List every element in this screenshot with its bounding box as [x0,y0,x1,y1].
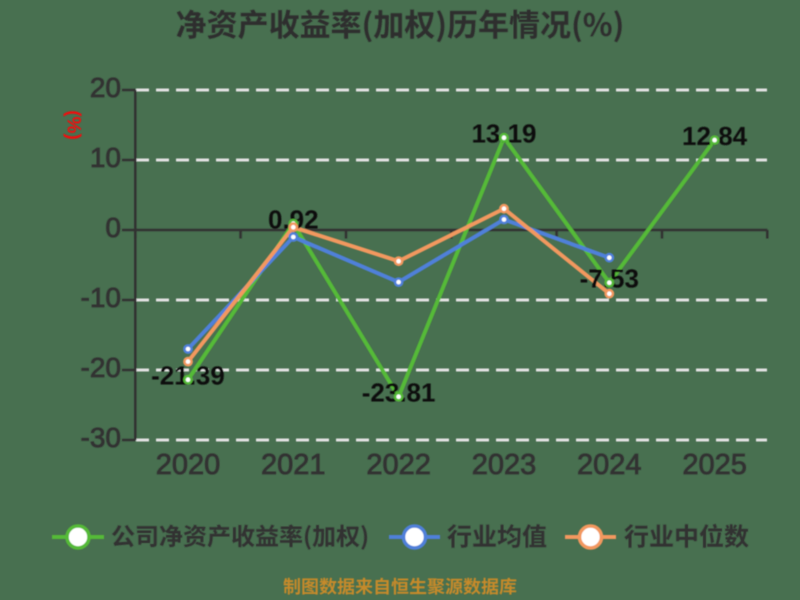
svg-text:2023: 2023 [472,449,537,481]
svg-text:-20: -20 [81,352,121,383]
svg-text:2020: 2020 [156,449,221,481]
svg-text:-10: -10 [81,282,121,313]
svg-text:2022: 2022 [366,449,431,481]
svg-text:20: 20 [90,72,121,103]
svg-text:0: 0 [105,212,121,243]
svg-text:2024: 2024 [577,449,642,481]
svg-text:2025: 2025 [682,449,747,481]
svg-text:2021: 2021 [261,449,326,481]
svg-text:(%): (%) [63,110,84,140]
svg-text:-30: -30 [81,422,121,453]
svg-text:10: 10 [90,142,121,173]
